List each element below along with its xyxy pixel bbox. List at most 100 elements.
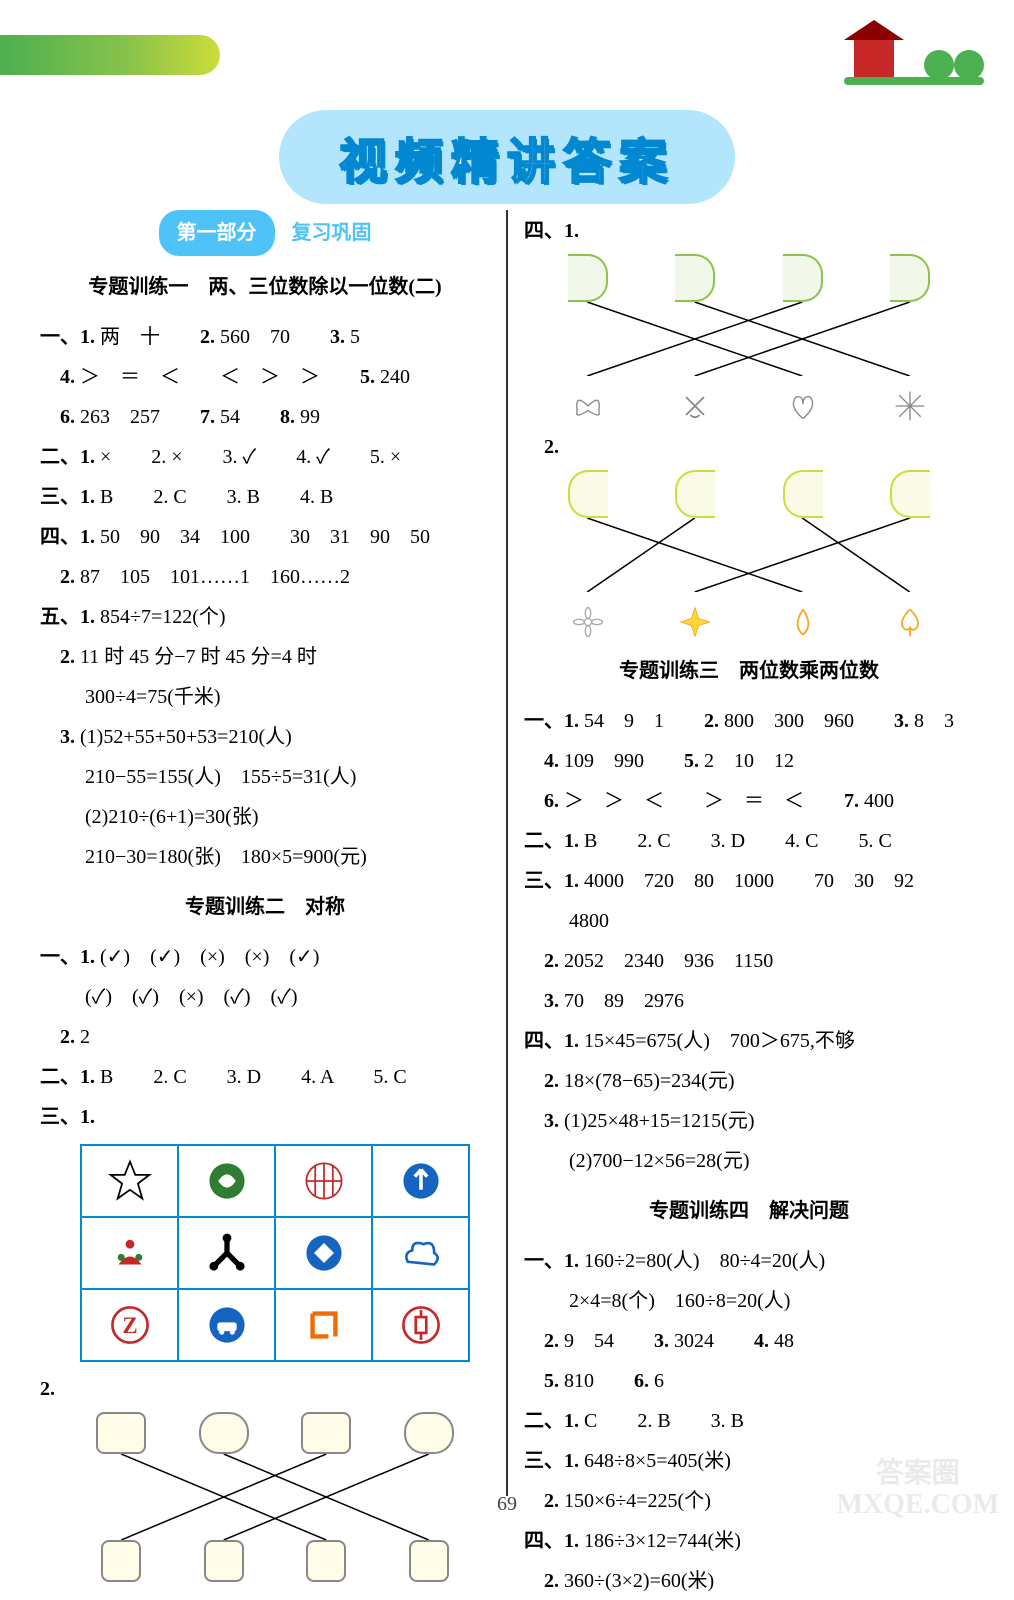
butterfly-icon bbox=[570, 388, 606, 424]
snowflake-icon bbox=[892, 388, 928, 424]
topic1-title: 专题训练一 两、三位数除以一位数(二) bbox=[40, 268, 490, 306]
star4-icon bbox=[677, 604, 713, 640]
lbl: 四、1. bbox=[524, 1530, 579, 1552]
val: C 2. B 3. B bbox=[584, 1410, 744, 1432]
val: 263 257 bbox=[80, 406, 160, 428]
half-shape bbox=[675, 254, 715, 302]
part1-pill: 第一部分 bbox=[159, 210, 275, 256]
lbl: 6. bbox=[60, 406, 75, 428]
val: 210−30=180(张) 180×5=900(元) bbox=[85, 846, 367, 868]
lbl: 三、1. bbox=[524, 1450, 579, 1472]
val: 210−55=155(人) 155÷5=31(人) bbox=[85, 766, 356, 788]
half-shape bbox=[783, 470, 823, 518]
half-shape bbox=[568, 254, 608, 302]
val: 160÷2=80(人) 80÷4=20(人) bbox=[584, 1250, 825, 1272]
val: 3024 bbox=[674, 1330, 714, 1352]
val: B 2. C 3. D 4. A 5. C bbox=[100, 1066, 407, 1088]
half-shape bbox=[890, 254, 930, 302]
swirl-logo-icon bbox=[179, 1146, 276, 1216]
val: 854÷7=122(个) bbox=[100, 606, 226, 628]
val: 109 990 bbox=[564, 750, 644, 772]
half-shape bbox=[568, 470, 608, 518]
match-diagram-r1 bbox=[534, 254, 964, 424]
lbl: 4. bbox=[544, 750, 559, 772]
lbl: 7. bbox=[844, 790, 859, 812]
lbl: 二、1. bbox=[524, 1410, 579, 1432]
spade-icon bbox=[892, 604, 928, 640]
people-logo-icon bbox=[82, 1218, 179, 1288]
val: 8 3 bbox=[914, 710, 954, 732]
shape-top bbox=[199, 1412, 249, 1454]
val: 50 90 34 100 30 31 90 50 bbox=[100, 526, 430, 548]
arrow-circle-icon bbox=[373, 1146, 468, 1216]
shape-bot bbox=[409, 1540, 449, 1582]
lbl: 三、1. bbox=[40, 486, 95, 508]
lbl: 4. bbox=[754, 1330, 769, 1352]
lbl: 2. bbox=[704, 710, 719, 732]
lbl: 5. bbox=[684, 750, 699, 772]
val: (✓) (✓) (×) (×) (✓) bbox=[100, 946, 319, 968]
lbl: 2. bbox=[544, 1490, 559, 1512]
val: B 2. C 3. B 4. B bbox=[100, 486, 333, 508]
lbl: 2. bbox=[544, 1070, 559, 1092]
val: (1)25×48+15=1215(元) bbox=[564, 1110, 754, 1132]
match-diagram-r2 bbox=[534, 470, 964, 640]
page-number: 69 bbox=[497, 1493, 517, 1516]
val: 48 bbox=[774, 1330, 794, 1352]
val: 560 70 bbox=[220, 326, 290, 348]
tri-prop-icon bbox=[179, 1218, 276, 1288]
lbl: 2. bbox=[544, 950, 559, 972]
val: 648÷8×5=405(米) bbox=[584, 1450, 731, 1472]
lbl: 6. bbox=[634, 1370, 649, 1392]
lbl: 二、1. bbox=[524, 830, 579, 852]
lbl: 5. bbox=[544, 1370, 559, 1392]
val: 810 bbox=[564, 1370, 594, 1392]
val: B 2. C 3. D 4. C 5. C bbox=[584, 830, 892, 852]
lbl: 四、1. bbox=[40, 526, 95, 548]
lbl: 4. bbox=[60, 366, 75, 388]
lbl: 2. bbox=[40, 1378, 55, 1400]
val: (1)52+55+50+53=210(人) bbox=[80, 726, 292, 748]
lbl: 一、1. bbox=[40, 946, 95, 968]
left-column: 第一部分 复习巩固 专题训练一 两、三位数除以一位数(二) 一、1. 两 十 2… bbox=[40, 210, 490, 1496]
shape-bot bbox=[306, 1540, 346, 1582]
val: 2×4=8(个) 160÷8=20(人) bbox=[569, 1290, 790, 1312]
star-icon bbox=[82, 1146, 179, 1216]
lbl: 三、1. bbox=[40, 1106, 95, 1128]
ribbon-icon bbox=[677, 388, 713, 424]
lbl: 一、1. bbox=[524, 1250, 579, 1272]
val: 300÷4=75(千米) bbox=[85, 686, 221, 708]
shape-top bbox=[96, 1412, 146, 1454]
val: 400 bbox=[864, 790, 894, 812]
val: 800 300 960 bbox=[724, 710, 854, 732]
lbl: 二、1. bbox=[40, 1066, 95, 1088]
heart-icon bbox=[785, 388, 821, 424]
val: 2 bbox=[80, 1026, 90, 1048]
val: 240 bbox=[380, 366, 410, 388]
lbl: 五、1. bbox=[40, 606, 95, 628]
content-area: 第一部分 复习巩固 专题训练一 两、三位数除以一位数(二) 一、1. 两 十 2… bbox=[40, 210, 974, 1496]
val: × 2. × 3. ✓ 4. ✓ 5. × bbox=[100, 446, 401, 468]
cloud-logo-icon bbox=[373, 1218, 468, 1288]
val: 4800 bbox=[569, 910, 609, 932]
val: 4000 720 80 1000 70 30 92 bbox=[584, 870, 914, 892]
lbl: 2. bbox=[60, 1026, 75, 1048]
part1-desc: 复习巩固 bbox=[292, 222, 372, 244]
lbl: 一、1. bbox=[40, 326, 95, 348]
grid-circle-icon bbox=[276, 1146, 373, 1216]
lbl: 2. bbox=[544, 1570, 559, 1592]
val: (2)700−12×56=28(元) bbox=[569, 1150, 749, 1172]
val: 5 bbox=[350, 326, 360, 348]
z-circle-icon: Z bbox=[82, 1290, 179, 1360]
half-shape bbox=[783, 254, 823, 302]
val: 54 9 1 bbox=[584, 710, 664, 732]
lbl: 四、1. bbox=[524, 1030, 579, 1052]
val: ＞ ＞ ＜ ＞ ＝ ＜ bbox=[564, 790, 804, 812]
lbl: 3. bbox=[60, 726, 75, 748]
lbl: 3. bbox=[654, 1330, 669, 1352]
val: 2 10 12 bbox=[704, 750, 794, 772]
open-square-icon bbox=[276, 1290, 373, 1360]
lbl: 2. bbox=[544, 1330, 559, 1352]
val: (2)210÷(6+1)=30(张) bbox=[85, 806, 259, 828]
lbl: 7. bbox=[200, 406, 215, 428]
